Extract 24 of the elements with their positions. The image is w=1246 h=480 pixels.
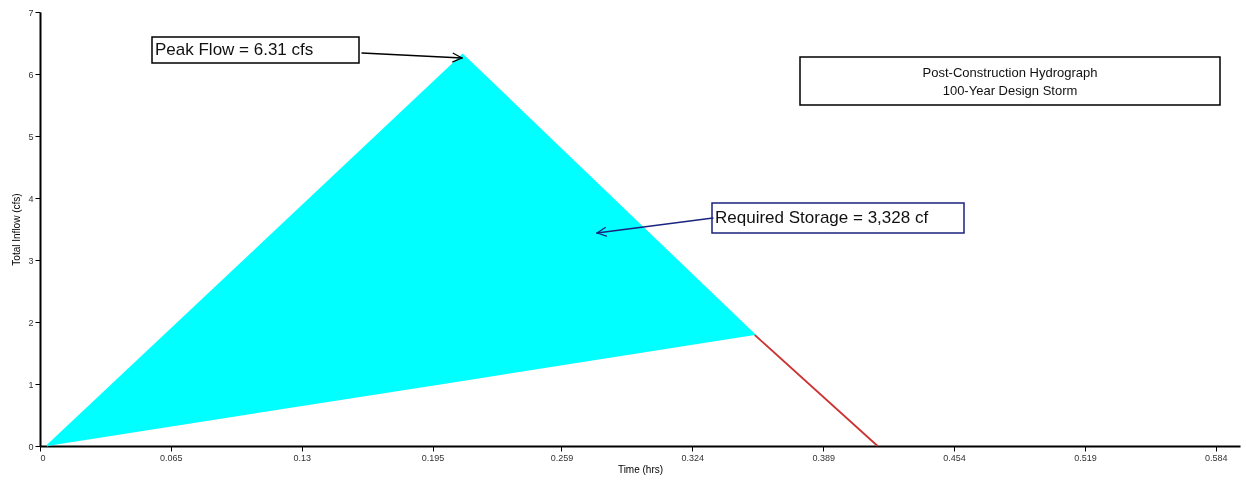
y-tick-label: 2 — [28, 317, 34, 328]
x-tick-label: 0.389 — [812, 452, 835, 463]
y-axis-title: Total Inflow (cfs) — [11, 193, 23, 266]
x-tick-label: 0.454 — [943, 452, 966, 463]
x-tick-label: 0.584 — [1205, 452, 1228, 463]
annotation: Peak Flow = 6.31 cfs — [155, 40, 314, 59]
y-tick-label: 5 — [28, 131, 34, 142]
y-tick-label: 0 — [28, 441, 34, 452]
y-tick-label: 4 — [28, 193, 34, 204]
x-tick-label: 0.065 — [160, 452, 183, 463]
x-tick-label: 0 — [40, 452, 46, 463]
x-tick-label: 0.324 — [681, 452, 705, 463]
annotation: Required Storage = 3,328 cf — [715, 208, 929, 227]
y-tick-label: 3 — [28, 255, 34, 266]
x-tick-label: 0.13 — [293, 452, 312, 463]
x-tick-label: 0.195 — [421, 452, 445, 463]
y-tick-label: 1 — [28, 379, 34, 390]
y-tick-label: 6 — [28, 69, 34, 80]
text: 100-Year Design Storm — [942, 83, 1078, 98]
text: Post-Construction Hydrograph — [922, 65, 1098, 80]
x-axis-title: Time (hrs) — [617, 463, 664, 475]
y-tick-label: 7 — [28, 7, 34, 18]
x-tick-label: 0.259 — [550, 452, 574, 463]
x-tick-label: 0.519 — [1074, 452, 1097, 463]
